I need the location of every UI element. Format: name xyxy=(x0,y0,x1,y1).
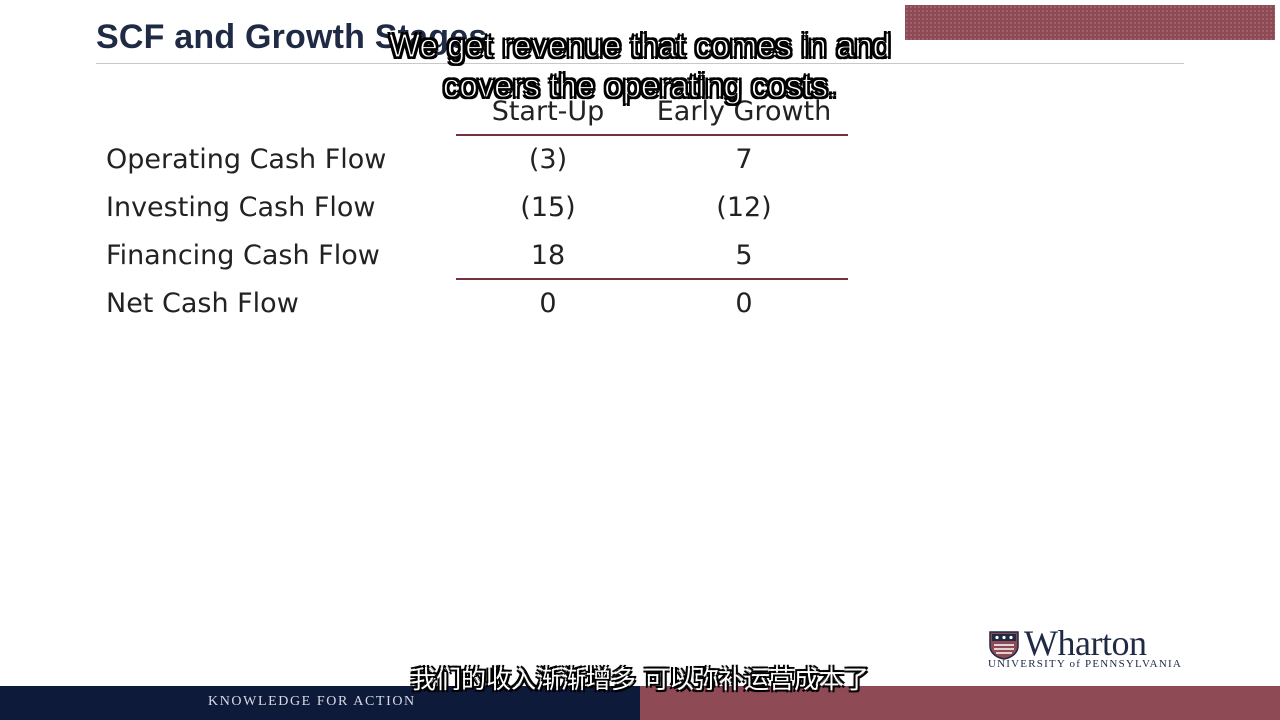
cell-operating-early-growth: 7 xyxy=(735,144,753,175)
footer-navy-band xyxy=(0,686,640,720)
header-rule xyxy=(456,134,848,136)
wharton-shield-icon xyxy=(989,631,1019,660)
cell-investing-start-up: (15) xyxy=(520,192,576,223)
row-label-operating: Operating Cash Flow xyxy=(106,144,387,175)
footer-maroon-band xyxy=(640,686,1280,720)
corner-accent-block xyxy=(905,5,1275,40)
column-header-start-up: Start-Up xyxy=(491,96,605,127)
logo-wordmark: Wharton xyxy=(1024,623,1147,663)
cell-operating-start-up: (3) xyxy=(528,144,568,175)
column-header-early-growth: Early Growth xyxy=(656,96,832,127)
slide-title: SCF and Growth Stages xyxy=(96,18,488,56)
chinese-subtitle: 我们的收入渐渐增多 可以弥补运营成本了 xyxy=(411,665,869,694)
row-label-financing: Financing Cash Flow xyxy=(106,240,380,271)
row-label-net: Net Cash Flow xyxy=(106,288,299,319)
cell-net-early-growth: 0 xyxy=(735,288,753,319)
english-subtitle-line-1: We get revenue that comes in and xyxy=(388,26,892,64)
logo-university-line: UNIVERSITY of PENNSYLVANIA xyxy=(988,658,1182,670)
english-subtitle-line-2: covers the operating costs. xyxy=(442,66,838,104)
row-label-investing: Investing Cash Flow xyxy=(106,192,376,223)
cell-financing-early-growth: 5 xyxy=(735,240,753,271)
footer-tagline: KNOWLEDGE FOR ACTION xyxy=(208,694,416,709)
title-divider xyxy=(96,63,1184,64)
cell-net-start-up: 0 xyxy=(539,288,557,319)
cell-investing-early-growth: (12) xyxy=(716,192,772,223)
total-rule xyxy=(456,278,848,280)
cell-financing-start-up: 18 xyxy=(530,240,566,271)
